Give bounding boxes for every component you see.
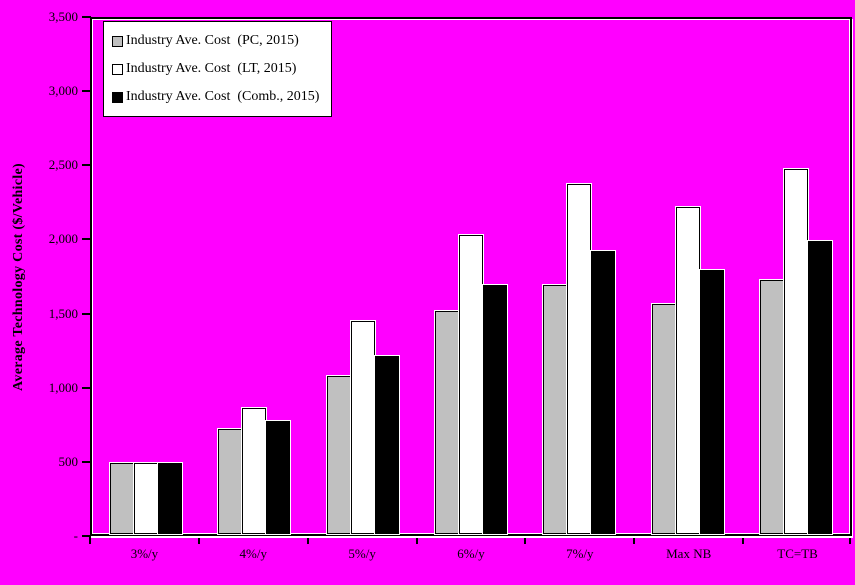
bar [350,321,375,534]
bar-group [217,408,291,534]
y-tick-mark [82,164,91,167]
x-tick-mark [197,536,200,544]
bar [783,169,808,534]
legend-item: Industry Ave. Cost (PC, 2015) [112,27,319,55]
bar-group [326,321,400,534]
y-tick-label: 1,500 [48,305,78,321]
bar [158,463,183,534]
bar [483,285,507,534]
bar [459,235,483,534]
x-category-label: 4%/y [239,546,267,561]
y-tick-label: - [73,528,78,543]
legend-item-label: Industry Ave. Cost (Comb., 2015) [126,89,320,104]
y-tick-label: 500 [58,453,79,469]
x-tick-mark [89,536,91,544]
y-tick-mark [82,535,91,537]
bar-group [109,463,183,534]
y-axis-title-text: Average Technology Cost ($/Vehicle) [11,162,26,391]
y-tick-mark [82,16,91,18]
y-tick-label: 3,000 [48,83,78,99]
bar [591,251,616,534]
x-tick-mark [849,536,851,544]
x-tick-mark [524,536,527,544]
x-category-label: Max NB [666,546,712,561]
x-tick-mark [415,536,418,544]
legend-swatch-icon [112,35,123,47]
y-tick-label: 3,500 [48,9,78,24]
bar [699,270,724,534]
bar [134,463,159,534]
bar [266,421,291,534]
bar [759,280,784,534]
bar [110,463,135,534]
legend-item: Industry Ave. Cost (LT, 2015) [112,55,319,83]
bar [567,184,592,534]
bar-group [651,207,725,534]
x-category-label: 7%/y [566,546,594,561]
bar [651,304,676,534]
legend: Industry Ave. Cost (PC, 2015) Industry Av… [103,21,333,117]
bar [435,311,459,534]
x-tick-mark [633,536,636,544]
bar [807,241,832,534]
x-category-label: 5%/y [348,546,376,561]
y-tick-mark [82,386,91,389]
legend-item-label: Industry Ave. Cost (LT, 2015) [126,61,297,76]
y-tick-mark [82,312,91,315]
bar-group [542,184,616,534]
bar [242,408,267,534]
y-tick-label: 2,000 [48,231,78,247]
x-category-label: 3%/y [130,546,159,561]
legend-item-label: Industry Ave. Cost (PC, 2015) [126,33,299,48]
y-tick-mark [82,460,91,463]
legend-swatch-icon [112,63,123,75]
x-category-label: TC=TB [777,546,818,561]
bar-group [434,235,508,534]
bar [374,356,399,534]
x-tick-mark [306,536,309,544]
legend-item: Industry Ave. Cost (Comb., 2015) [112,83,319,111]
y-tick-mark [82,238,91,241]
y-tick-mark [82,90,91,93]
x-category-label: 6%/y [457,546,485,561]
plot-area: Industry Ave. Cost (PC, 2015) Industry Av… [90,17,852,536]
y-tick-label: 2,500 [48,157,78,173]
bar [675,207,700,534]
bar [218,429,243,534]
bar-group [759,169,833,534]
y-tick-label: 1,000 [48,379,78,395]
bar [326,376,351,534]
bar [543,285,568,534]
legend-swatch-icon [112,91,123,103]
x-tick-mark [742,536,745,544]
